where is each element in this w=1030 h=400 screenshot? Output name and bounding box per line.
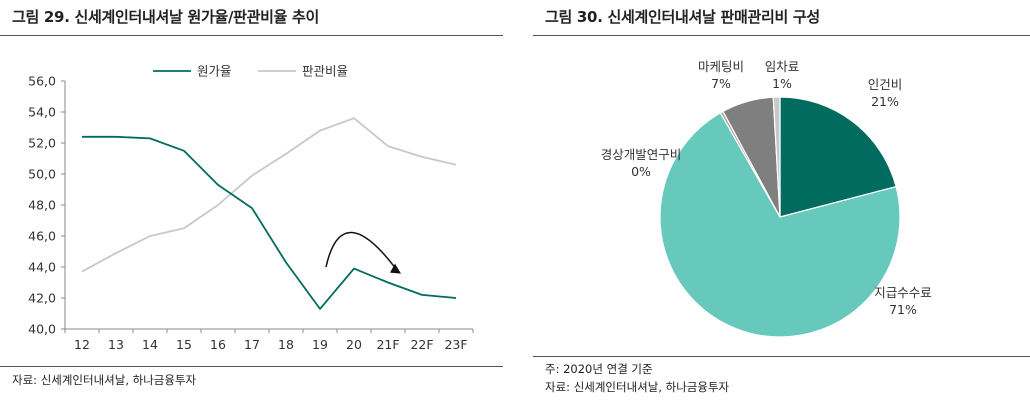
right-figure: 그림 30. 신세계인터내셔날 판매관리비 구성 인건비 21% 지급수수료 71% 경… xyxy=(533,0,1030,400)
left-figure: 그림 29. 신세계인터내셔날 원가율/판관비율 추이 40,0 42,0 44,0… xyxy=(0,0,503,400)
pie-pct-labor: 21% xyxy=(871,94,899,109)
x-tick-label: 15 xyxy=(176,337,192,352)
x-tick-label: 16 xyxy=(210,337,226,352)
pie-slice-labor xyxy=(779,96,897,218)
x-tick-label: 20 xyxy=(346,337,362,352)
pie-slice-rent xyxy=(772,96,781,218)
line-chart: 40,0 42,0 44,0 46,0 48,0 50,0 52,0 54,0 56,0 12 13… xyxy=(28,64,474,352)
left-source: 자료: 신세계인터내셔날, 하나금융투자 xyxy=(12,373,197,387)
legend-label-cost-ratio: 원가율 xyxy=(197,64,232,79)
left-figure-title: 그림 29. 신세계인터내셔날 원가율/판관비율 추이 xyxy=(12,8,320,26)
x-tick-label: 14 xyxy=(142,337,158,352)
pie-pct-rnd: 0% xyxy=(631,164,651,179)
x-tick-label: 18 xyxy=(278,337,294,352)
pie-label-commission: 지급수수료 xyxy=(874,285,932,300)
trend-arrow-head xyxy=(390,263,401,274)
series-line-sga-ratio xyxy=(81,117,457,273)
y-tick-label: 54,0 xyxy=(28,105,56,120)
pie-pct-marketing: 7% xyxy=(711,76,731,91)
pie-pct-rent: 1% xyxy=(772,76,792,91)
y-tick-label: 44,0 xyxy=(28,260,56,275)
pie-chart: 인건비 21% 지급수수료 71% 경상개발연구비 0% 마케팅비 7% 임차료 1% xyxy=(601,59,932,338)
y-tick-label: 46,0 xyxy=(28,229,56,244)
x-tick-label: 13 xyxy=(108,337,124,352)
right-figure-title: 그림 30. 신세계인터내셔날 판매관리비 구성 xyxy=(545,8,820,26)
series-line-cost-ratio xyxy=(82,135,457,310)
x-tick-label: 23F xyxy=(444,337,467,352)
left-footer-rule xyxy=(0,366,503,367)
right-title-rule xyxy=(533,35,1030,36)
pie-label-marketing: 마케팅비 xyxy=(698,59,744,74)
right-source: 자료: 신세계인터내셔날, 하나금융투자 xyxy=(545,380,730,394)
pie-label-rnd: 경상개발연구비 xyxy=(601,147,682,162)
x-tick-label: 19 xyxy=(312,337,328,352)
legend-label-sga-ratio: 판관비율 xyxy=(302,64,348,79)
right-note: 주: 2020년 연결 기준 xyxy=(545,362,653,376)
x-tick-label: 12 xyxy=(74,337,90,352)
y-tick-label: 56,0 xyxy=(28,74,56,89)
y-tick-label: 48,0 xyxy=(28,198,56,213)
y-tick-label: 40,0 xyxy=(28,322,56,337)
y-tick-label: 52,0 xyxy=(28,136,56,151)
y-tick-label: 50,0 xyxy=(28,167,56,182)
pie-label-labor: 인건비 xyxy=(868,77,903,92)
pie-pct-commission: 71% xyxy=(889,302,917,317)
x-tick-label: 22F xyxy=(410,337,433,352)
left-title-rule xyxy=(0,35,503,36)
x-tick-label: 17 xyxy=(244,337,260,352)
trend-arrow xyxy=(325,231,399,273)
y-tick-label: 42,0 xyxy=(28,291,56,306)
pie-label-rent: 임차료 xyxy=(765,59,800,74)
right-footer-rule xyxy=(533,356,1030,357)
pie-slice-commission xyxy=(659,112,901,338)
x-tick-label: 21F xyxy=(376,337,399,352)
